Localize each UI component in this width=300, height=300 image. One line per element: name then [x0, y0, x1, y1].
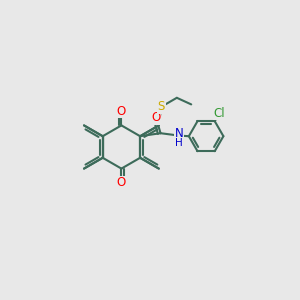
Text: O: O	[117, 176, 126, 190]
Text: H: H	[175, 138, 183, 148]
Text: O: O	[152, 111, 160, 124]
Text: N: N	[175, 127, 184, 140]
Text: O: O	[117, 104, 126, 118]
Text: Cl: Cl	[214, 106, 225, 119]
Text: S: S	[158, 100, 165, 113]
